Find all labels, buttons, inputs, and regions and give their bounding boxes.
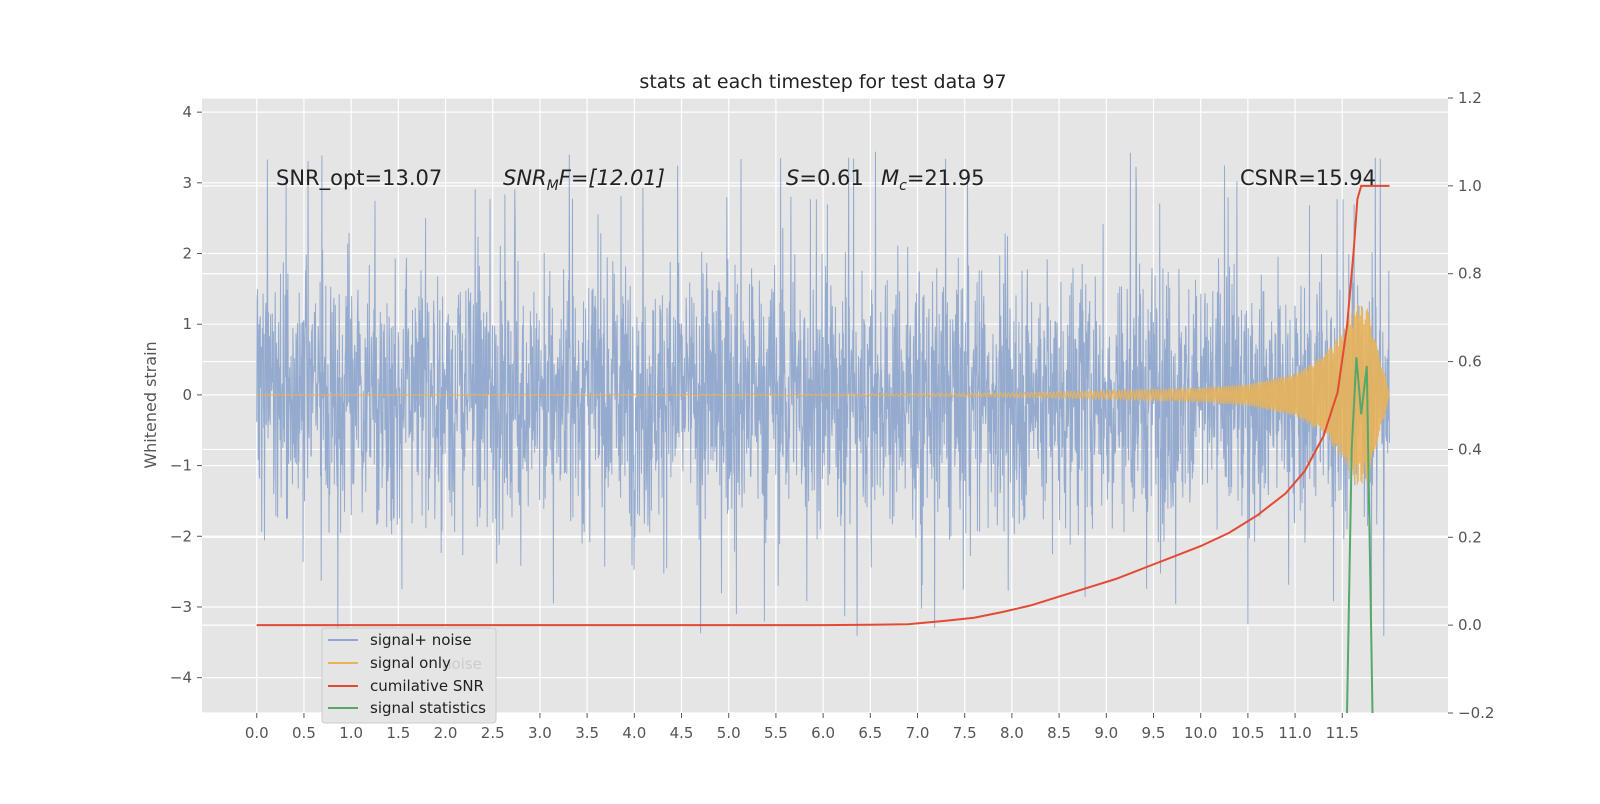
y-axis-right: 1.2 1.0 0.8 0.6 0.4 0.2 0.0 −0.2	[1448, 89, 1494, 722]
x-tick-label: 8.5	[1047, 724, 1071, 742]
y-right-tick-label: 1.0	[1458, 177, 1482, 195]
legend-ghost-text: noise	[442, 655, 482, 673]
x-axis: 0.0 0.5 1.0 1.5 2.0 2.5 3.0 3.5 4.0 4.5 5.0 5.5 6.0 6…	[245, 713, 1359, 742]
x-tick-label: 3.0	[528, 724, 552, 742]
y-right-tick-label: 0.6	[1458, 353, 1482, 371]
annotation-mc: Mc=21.95	[881, 166, 985, 194]
mc-sub: c	[899, 178, 907, 194]
legend-box	[321, 627, 497, 724]
legend-label-cumulative-snr: cumilative SNR	[370, 677, 484, 695]
x-tick-label: 4.5	[670, 724, 694, 742]
x-tick-label: 6.5	[858, 724, 882, 742]
y-left-tick-label: 0	[182, 386, 192, 404]
series-signal-noise	[256, 151, 1390, 636]
snr-mf-f: F=[12.01]	[559, 166, 665, 190]
x-tick-label: 10.5	[1231, 724, 1264, 742]
series-signal-only	[256, 303, 1391, 485]
s-label: S	[786, 166, 799, 190]
annotation-snr-opt: SNR_opt=13.07	[276, 166, 442, 191]
series-cumulative-snr	[256, 184, 1390, 627]
x-tick-label: 0.0	[245, 724, 269, 742]
annotations: SNR_opt=13.07 SNRMF=[12.01] S=0.61 Mc=21…	[276, 166, 1376, 194]
annotation-snr-mf: SNRMF=[12.01]	[503, 166, 665, 194]
legend-label-signal-only: signal only	[370, 654, 451, 672]
annotation-csnr: CSNR=15.94	[1240, 166, 1376, 190]
x-tick-label: 7.5	[953, 724, 977, 742]
y-axis-label: Whitened strain	[141, 341, 160, 468]
x-tick-label: 11.0	[1278, 724, 1311, 742]
series-signal-statistics	[1346, 357, 1374, 713]
x-tick-label: 6.0	[811, 724, 835, 742]
x-tick-label: 10.0	[1184, 724, 1217, 742]
x-tick-label: 7.0	[906, 724, 930, 742]
y-axis-left: 4 3 2 1 0 −1 −2 −3 −4	[170, 103, 202, 687]
x-tick-label: 3.5	[575, 724, 599, 742]
series-layer	[256, 151, 1391, 713]
x-tick-label: 11.5	[1326, 724, 1359, 742]
y-left-tick-label: 1	[182, 315, 192, 333]
legend-label-signal-noise: signal+ noise	[370, 631, 472, 649]
y-left-tick-label: −2	[170, 527, 192, 545]
snr-mf-label: SNR	[503, 166, 547, 190]
x-tick-label: 4.0	[622, 724, 646, 742]
snr-mf-sub: M	[547, 178, 559, 194]
s-value: =0.61	[799, 166, 863, 190]
y-left-tick-label: −4	[170, 669, 192, 687]
y-right-tick-label: 1.2	[1458, 89, 1482, 107]
x-tick-label: 2.0	[434, 724, 458, 742]
y-left-tick-label: 4	[182, 103, 192, 121]
x-tick-label: 8.0	[1000, 724, 1024, 742]
x-tick-label: 0.5	[292, 724, 316, 742]
y-right-tick-label: −0.2	[1458, 704, 1494, 722]
x-tick-label: 1.0	[339, 724, 363, 742]
y-right-tick-label: 0.0	[1458, 616, 1482, 634]
y-left-tick-label: −3	[170, 598, 192, 616]
mc-value: =21.95	[907, 166, 985, 190]
y-right-tick-label: 0.2	[1458, 528, 1482, 546]
x-tick-label: 9.5	[1142, 724, 1166, 742]
x-tick-label: 2.5	[481, 724, 505, 742]
annotation-s: S=0.61	[786, 166, 864, 190]
y-left-tick-label: 2	[182, 245, 192, 263]
y-left-tick-label: 3	[182, 174, 192, 192]
x-tick-label: 5.0	[717, 724, 741, 742]
chart-title: stats at each timestep for test data 97	[639, 71, 1006, 93]
y-right-tick-label: 0.4	[1458, 440, 1482, 458]
y-left-tick-label: −1	[170, 457, 192, 475]
x-tick-label: 1.5	[386, 724, 410, 742]
x-tick-label: 9.0	[1094, 724, 1118, 742]
legend: noise signal+ noise signal only cumilati…	[321, 627, 497, 724]
y-right-tick-label: 0.8	[1458, 265, 1482, 283]
x-tick-label: 5.5	[764, 724, 788, 742]
legend-label-signal-statistics: signal statistics	[370, 699, 486, 717]
mc-label: M	[881, 166, 899, 190]
